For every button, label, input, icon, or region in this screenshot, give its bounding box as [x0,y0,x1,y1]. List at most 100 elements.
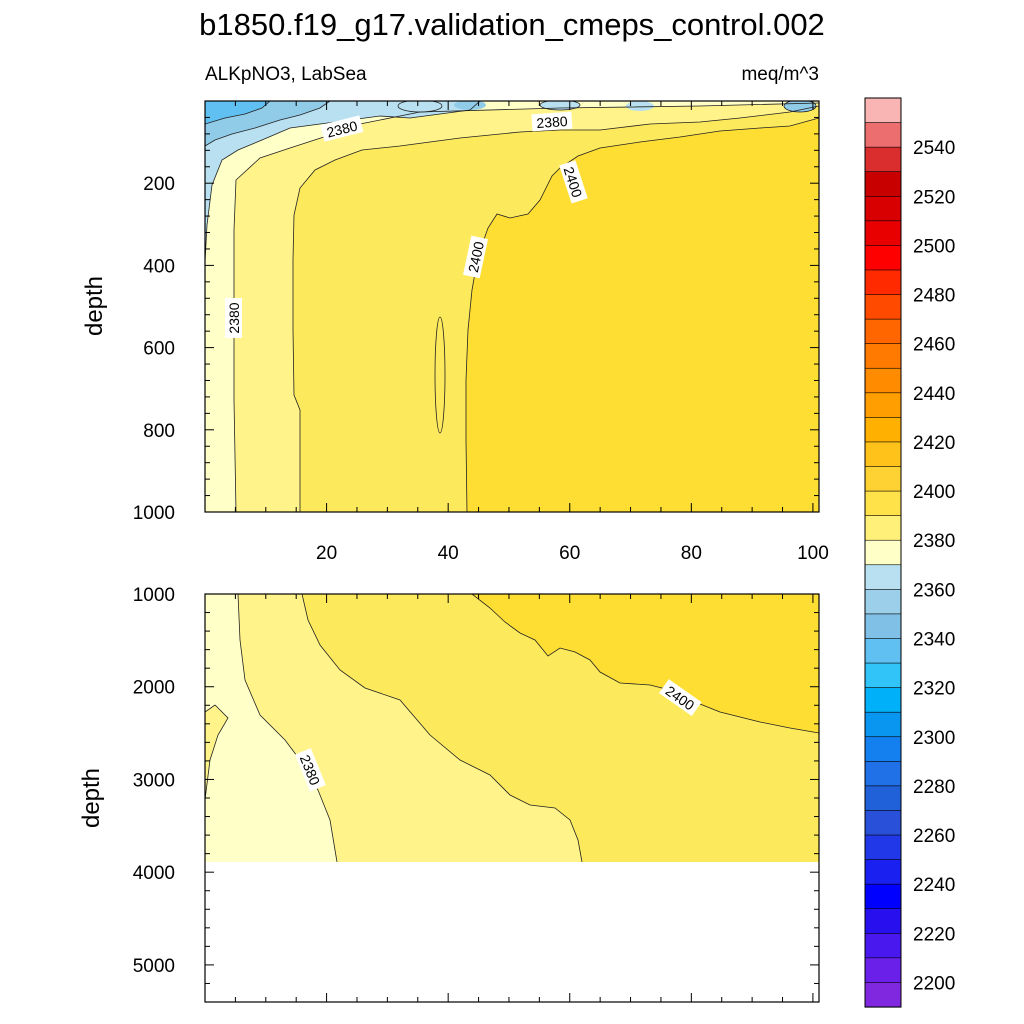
colorbar-label: 2320 [913,679,955,700]
colorbar-label: 2240 [913,875,955,896]
colorbar-swatch [864,245,902,271]
colorbar-swatch [864,859,902,885]
colorbar-swatch [864,343,902,369]
y-tick-label: 4000 [133,863,175,884]
lower-y-tick-labels: 1000 2000 3000 4000 5000 [133,585,175,977]
colorbar-label: 2340 [913,629,955,650]
lower-ticks [205,593,819,1003]
colorbar-label: 2380 [913,531,955,552]
colorbar-label: 2360 [913,580,955,601]
x-tick-label: 20 [316,543,337,564]
colorbar-swatch [864,195,902,222]
x-tick-label: 100 [797,543,829,564]
colorbar-swatch [864,294,902,320]
upper-plot-frame [204,100,820,513]
colorbar-swatch [864,367,902,394]
y-tick-label: 1000 [133,585,175,606]
fill-2370 [205,594,337,862]
panel-units-label: meq/m^3 [741,64,819,85]
fill-2350-patch [626,101,654,111]
upper-ticks [205,100,819,513]
colorbar-label: 2280 [913,777,955,798]
panel-left-label: ALKpNO3, LabSea [205,64,367,85]
fill-2390-lens [435,317,445,433]
colorbar-swatch [864,711,902,738]
contour-line [465,117,819,512]
contour-line [205,101,481,263]
colorbar-swatch [864,318,902,345]
fill-2370 [205,101,819,512]
no-data-region [205,862,819,1002]
colorbar-swatch [864,761,902,787]
colorbar-swatch [864,146,902,173]
colorbar-swatch [864,736,902,762]
colorbar-label: 2400 [913,482,955,503]
upper-panel: ALKpNO3, LabSea meq/m^3 [81,64,829,564]
colorbar-label: 2300 [913,728,955,749]
y-tick-label: 1000 [133,503,175,524]
svg-text:2400: 2400 [465,240,487,274]
colorbar-swatch [864,392,902,418]
colorbar-swatch [864,269,902,296]
colorbar-label: 2520 [913,187,955,208]
contour-line [292,105,819,512]
contour-label: 2380 [531,111,573,132]
upper-contour-fills [205,101,819,512]
contour-line [783,101,817,113]
colorbar-swatch [864,785,902,812]
chart-title: b1850.f19_g17.validation_cmeps_control.0… [199,7,825,42]
svg-text:2380: 2380 [536,113,568,131]
colorbar-swatch [864,490,902,517]
colorbar-swatch [864,171,902,197]
y-tick-label: 5000 [133,956,175,977]
x-tick-label: 40 [438,543,459,564]
colorbar-swatch [864,589,902,615]
svg-text:2380: 2380 [325,117,359,140]
colorbar-swatch [864,97,902,124]
colorbar-label: 2200 [913,973,955,994]
contour-line [205,101,331,147]
colorbar: 2540 2520 2500 2480 2460 2440 2420 2400 2380 2360… [864,97,955,1008]
colorbar-label: 2480 [913,286,955,307]
colorbar-swatch [864,441,902,468]
x-tick-label: 60 [559,543,580,564]
y-tick-label: 800 [143,421,175,442]
y-tick-label: 600 [143,339,175,360]
svg-text:2380: 2380 [226,302,242,333]
contour-line [205,101,271,125]
contour-line [237,594,338,862]
colorbar-label: 2220 [913,924,955,945]
contour-line [397,101,443,113]
colorbar-swatch [864,932,902,959]
colorbar-label: 2460 [913,335,955,356]
contour-line [539,101,581,111]
colorbar-swatch [864,638,902,664]
colorbar-swatch [864,417,902,443]
y-tick-label: 2000 [133,678,175,699]
contour-label: 2380 [225,298,242,338]
colorbar-frame [864,97,902,1008]
colorbar-swatch [864,539,902,566]
contour-label: 2400 [463,235,488,279]
x-tick-label: 80 [681,543,702,564]
y-tick-label: 3000 [133,770,175,791]
lower-y-axis-label: depth [78,768,105,828]
colorbar-swatch [864,122,902,148]
colorbar-swatch [864,515,902,541]
upper-y-tick-labels: 200 400 600 800 1000 [133,174,175,524]
colorbar-swatch [864,564,902,590]
colorbar-swatch [864,613,902,640]
colorbar-swatch [864,810,902,836]
colorbar-swatch [864,662,902,689]
colorbar-swatch [864,982,902,1008]
colorbar-swatch [864,957,902,984]
colorbar-swatch [864,883,902,910]
colorbar-label: 2540 [913,138,955,159]
fill-2350-patch [398,101,442,112]
fill-2330 [205,101,270,124]
colorbar-swatch [864,908,902,934]
colorbar-label: 2440 [913,384,955,405]
contour-line [471,594,819,734]
